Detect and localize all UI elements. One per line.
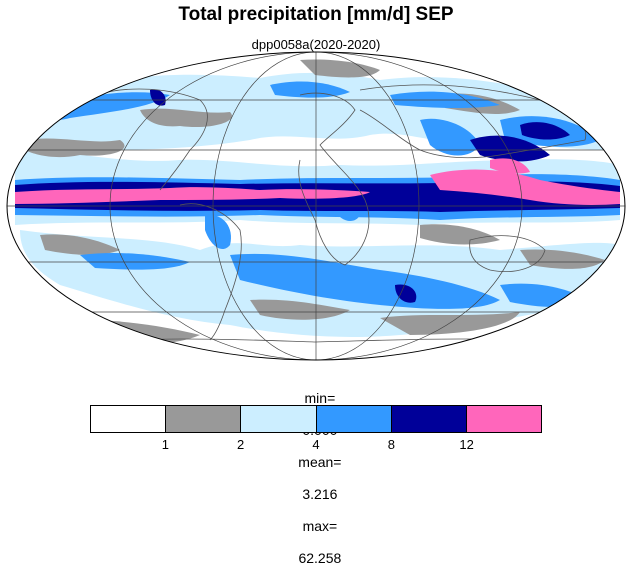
precip-band-12-plus	[15, 158, 620, 205]
max-value: 62.258	[298, 550, 342, 566]
graticule	[7, 52, 625, 360]
min-label: min=	[304, 390, 336, 406]
colorbar	[90, 405, 542, 433]
map-subtitle: dpp0058a(2020-2020)	[251, 37, 381, 52]
colorbar-tick-label: 4	[312, 437, 320, 452]
map-field	[7, 52, 625, 360]
colorbar-segment	[241, 406, 317, 432]
colorbar-segment	[391, 406, 467, 432]
mean-value: 3.216	[302, 486, 338, 502]
precipitation-map	[6, 51, 626, 361]
colorbar-segment	[91, 406, 167, 432]
colorbar-tick-label: 12	[459, 437, 474, 452]
colorbar-segment	[166, 406, 242, 432]
map-title: Total precipitation [mm/d] SEP	[178, 4, 454, 25]
statistics-line: min= 0.000 mean= 3.216 max= 62.258	[0, 374, 632, 566]
colorbar-segment	[466, 406, 542, 432]
colorbar-tick-label: 8	[387, 437, 395, 452]
colorbar-segment	[316, 406, 392, 432]
mean-label: mean=	[298, 454, 342, 470]
max-label: max=	[302, 518, 338, 534]
colorbar-tick-label: 1	[161, 437, 169, 452]
colorbar-tick-label: 2	[237, 437, 245, 452]
map-outline	[6, 51, 626, 361]
